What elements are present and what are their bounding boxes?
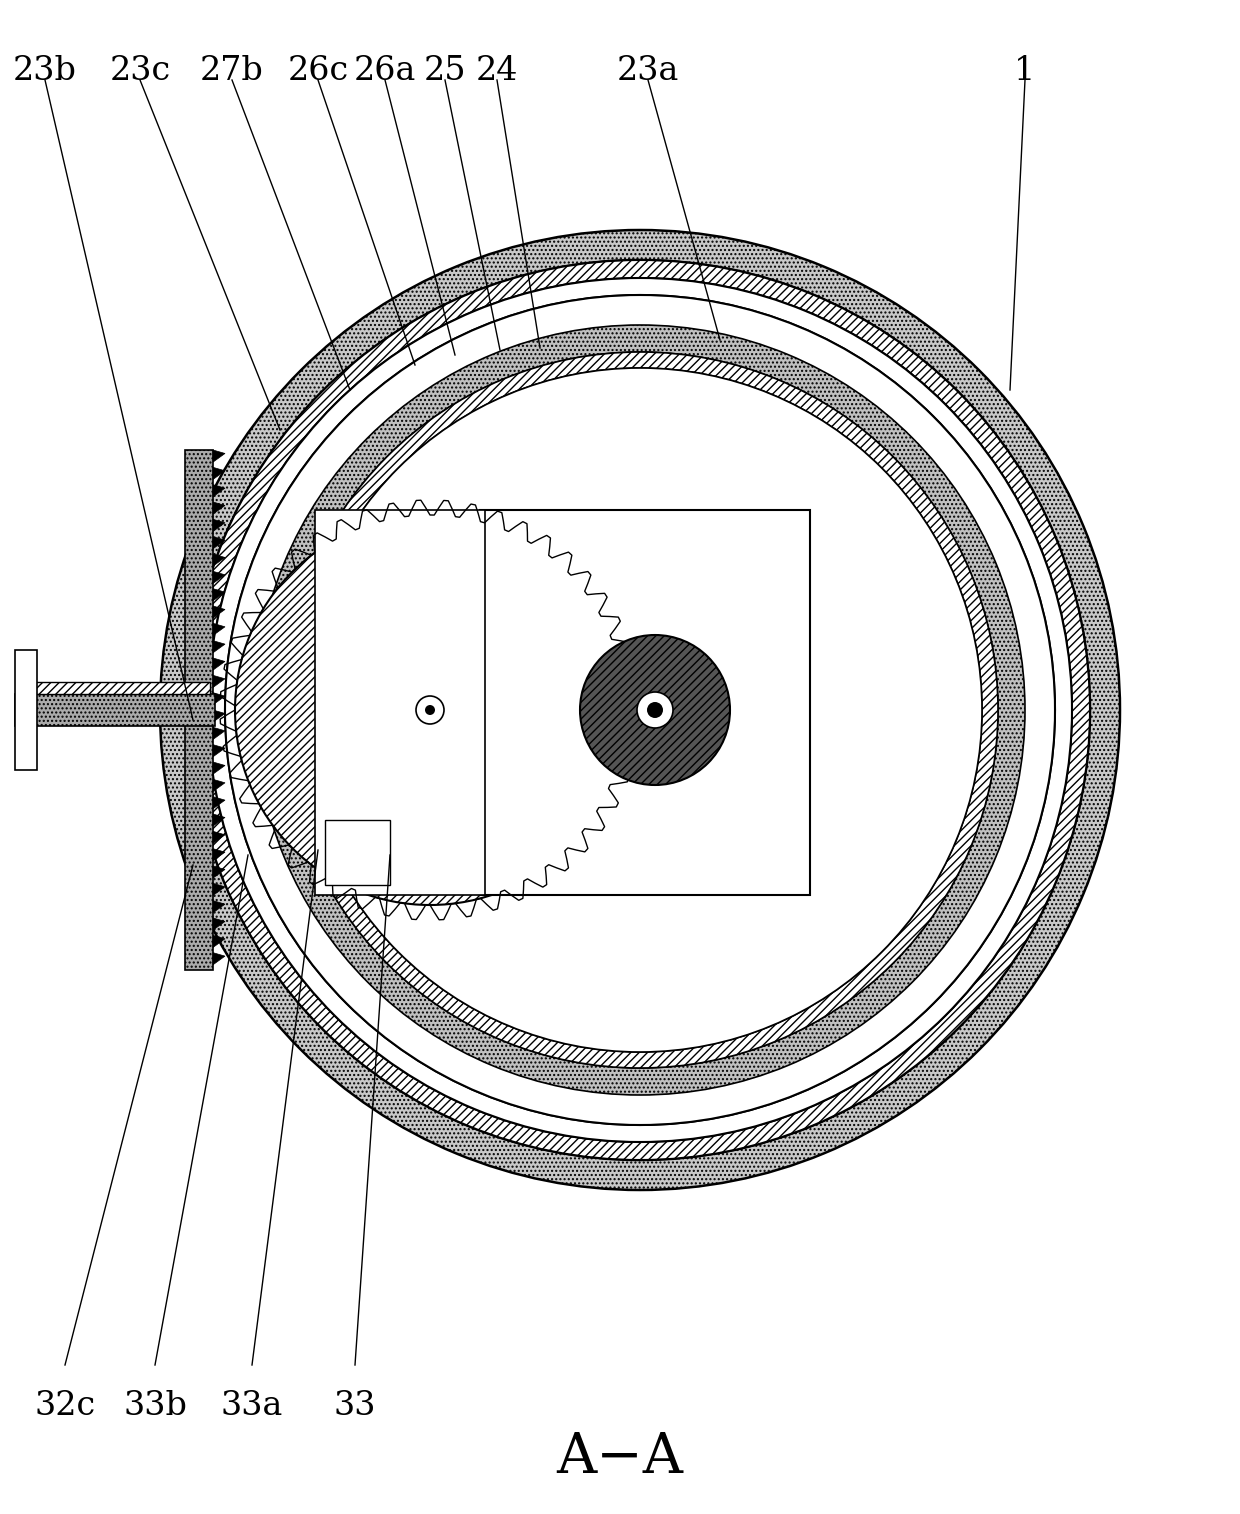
Polygon shape: [213, 952, 224, 964]
Polygon shape: [213, 849, 224, 861]
Text: 33: 33: [334, 1390, 376, 1422]
Text: 23a: 23a: [616, 55, 680, 86]
Polygon shape: [213, 571, 224, 583]
Polygon shape: [213, 866, 224, 878]
Polygon shape: [213, 640, 224, 653]
Polygon shape: [213, 710, 224, 722]
Circle shape: [160, 230, 1120, 1190]
Polygon shape: [213, 745, 224, 757]
Circle shape: [637, 692, 673, 728]
Polygon shape: [213, 624, 224, 636]
Text: 23c: 23c: [109, 55, 171, 86]
Text: 33a: 33a: [221, 1390, 283, 1422]
Polygon shape: [213, 675, 224, 687]
Circle shape: [580, 634, 730, 784]
Circle shape: [298, 368, 982, 1052]
Polygon shape: [213, 484, 224, 497]
Polygon shape: [213, 917, 224, 930]
Circle shape: [236, 515, 625, 905]
Text: 25: 25: [424, 55, 466, 86]
Circle shape: [224, 295, 1055, 1125]
Text: 27b: 27b: [200, 55, 264, 86]
Polygon shape: [213, 831, 224, 843]
Text: 24: 24: [476, 55, 518, 86]
Text: A−A: A−A: [557, 1431, 683, 1485]
Polygon shape: [213, 519, 224, 531]
Text: 26a: 26a: [353, 55, 417, 86]
Text: 33b: 33b: [123, 1390, 187, 1422]
Bar: [20, 681, 210, 693]
Polygon shape: [213, 727, 224, 739]
Polygon shape: [213, 536, 224, 548]
Text: 26c: 26c: [288, 55, 348, 86]
Polygon shape: [213, 936, 224, 948]
Polygon shape: [213, 503, 224, 515]
Polygon shape: [213, 589, 224, 601]
Bar: [15, 650, 37, 771]
Text: 1: 1: [1014, 55, 1035, 86]
Bar: [480, 510, 810, 895]
Polygon shape: [213, 468, 224, 480]
Polygon shape: [213, 796, 224, 808]
Bar: [185, 450, 213, 970]
Circle shape: [425, 706, 435, 715]
Polygon shape: [213, 693, 224, 706]
Polygon shape: [213, 901, 224, 913]
Text: 32c: 32c: [35, 1390, 95, 1422]
Bar: [15, 693, 215, 727]
Text: 23b: 23b: [14, 55, 77, 86]
Bar: [315, 510, 485, 895]
Bar: [325, 821, 391, 886]
Circle shape: [647, 702, 663, 718]
Polygon shape: [213, 659, 224, 671]
Polygon shape: [213, 883, 224, 895]
Polygon shape: [213, 606, 224, 618]
Polygon shape: [213, 762, 224, 774]
Circle shape: [415, 696, 444, 724]
Polygon shape: [213, 554, 224, 566]
Polygon shape: [213, 815, 224, 827]
Polygon shape: [213, 450, 224, 462]
Polygon shape: [213, 780, 224, 792]
